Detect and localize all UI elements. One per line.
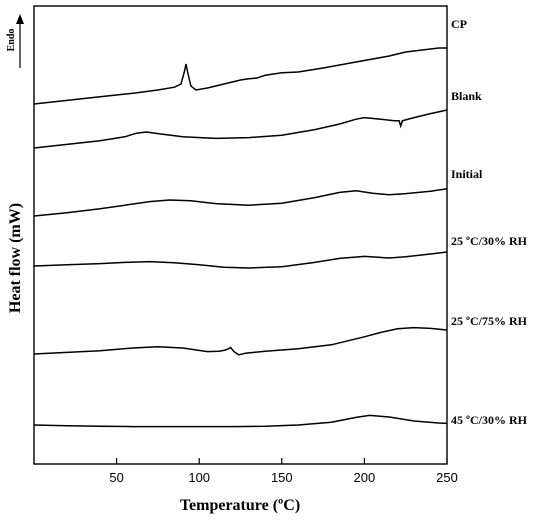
series-label-6: 45 ºC/30% RH xyxy=(451,413,528,427)
series-line-6 xyxy=(33,414,448,428)
series-label-2: Blank xyxy=(451,89,482,103)
endo-annotation: Endo xyxy=(6,14,24,68)
x-ticks-group: 50 100 150 200 250 xyxy=(109,458,458,485)
x-axis-label: Temperature (ºC) xyxy=(180,497,300,514)
x-tick-label-2: 100 xyxy=(188,470,210,485)
series-label-3: Initial xyxy=(451,167,483,181)
x-tick-label-1: 50 xyxy=(109,470,123,485)
endo-arrow-head-icon xyxy=(16,14,24,24)
x-tick-label-5: 250 xyxy=(436,470,458,485)
endo-label: Endo xyxy=(6,29,17,52)
curves-group xyxy=(33,47,448,428)
series-line-3 xyxy=(33,188,448,217)
series-line-2 xyxy=(33,109,448,149)
series-label-5: 25 ºC/75% RH xyxy=(451,314,528,328)
series-line-4 xyxy=(33,251,448,269)
x-tick-label-3: 150 xyxy=(271,470,293,485)
series-label-1: CP xyxy=(451,17,467,31)
y-axis-label: Heat flow (mW) xyxy=(7,203,24,313)
plot-frame xyxy=(33,5,448,465)
series-labels-group: CP Blank Initial 25 ºC/30% RH 25 ºC/75% RH 45… xyxy=(451,17,528,427)
x-tick-label-4: 200 xyxy=(354,470,376,485)
series-line-5 xyxy=(33,326,448,356)
series-line-1 xyxy=(33,47,447,105)
series-label-4: 25 ºC/30% RH xyxy=(451,234,528,248)
